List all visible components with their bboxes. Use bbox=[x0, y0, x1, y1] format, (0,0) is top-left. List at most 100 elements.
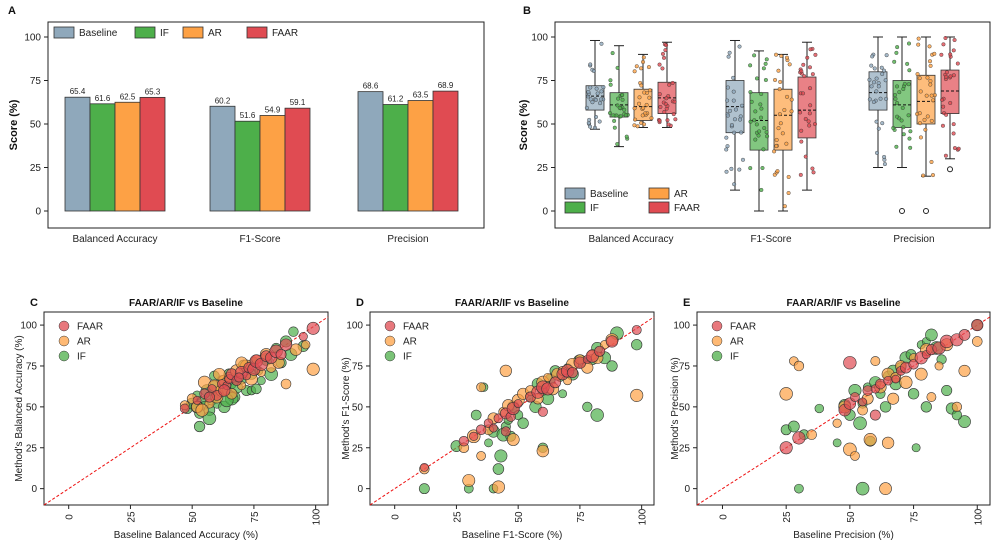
jitter-point bbox=[881, 68, 886, 73]
scatter-point bbox=[582, 401, 593, 412]
jitter-point bbox=[925, 114, 930, 119]
jitter-point bbox=[867, 77, 872, 82]
chart-title: FAAR/AR/IF vs Baseline bbox=[129, 298, 243, 309]
jitter-point bbox=[811, 170, 816, 175]
jitter-point bbox=[666, 122, 671, 127]
plot-frame bbox=[369, 311, 655, 506]
jitter-point bbox=[633, 117, 638, 122]
jitter-point bbox=[918, 89, 923, 94]
bar-value-label: 54.9 bbox=[265, 105, 281, 114]
jitter-point bbox=[867, 97, 872, 102]
jitter-point bbox=[662, 55, 667, 60]
jitter-point bbox=[871, 80, 876, 85]
jitter-point bbox=[761, 66, 766, 71]
jitter-point bbox=[869, 63, 874, 68]
scatter-point bbox=[489, 423, 498, 433]
scatter-point bbox=[855, 481, 870, 496]
scatter-point bbox=[306, 362, 320, 376]
jitter-point bbox=[924, 93, 929, 98]
scatter-point bbox=[462, 474, 476, 487]
scatter-point bbox=[891, 374, 901, 384]
jitter-point bbox=[939, 52, 944, 57]
jitter-point bbox=[810, 72, 815, 77]
y-tick-label: 50 bbox=[26, 402, 38, 413]
jitter-point bbox=[802, 74, 807, 79]
jitter-point bbox=[591, 69, 596, 74]
jitter-point bbox=[671, 112, 676, 117]
jitter-point bbox=[763, 78, 768, 83]
box bbox=[773, 88, 793, 151]
x-tick-label: 0 bbox=[65, 514, 76, 520]
jitter-point bbox=[907, 41, 912, 46]
jitter-point bbox=[908, 129, 913, 134]
jitter-point bbox=[895, 84, 900, 89]
jitter-point bbox=[905, 61, 910, 66]
jitter-point bbox=[758, 102, 763, 107]
jitter-point bbox=[895, 100, 900, 105]
jitter-point bbox=[778, 79, 783, 84]
jitter-point bbox=[637, 101, 642, 106]
scatter-point bbox=[879, 482, 892, 495]
jitter-point bbox=[584, 105, 589, 110]
jitter-point bbox=[782, 204, 787, 209]
jitter-point bbox=[732, 130, 737, 135]
jitter-point bbox=[810, 166, 815, 171]
y-tick-label: 0 bbox=[542, 207, 548, 218]
jitter-point bbox=[588, 124, 593, 129]
y-tick-label: 75 bbox=[26, 361, 38, 372]
box bbox=[797, 76, 817, 139]
scatter-point bbox=[484, 438, 493, 448]
scatter-point bbox=[899, 375, 913, 389]
jitter-point bbox=[801, 62, 806, 67]
jitter-point bbox=[891, 125, 896, 130]
jitter-point bbox=[776, 126, 781, 131]
jitter-point bbox=[941, 104, 946, 109]
scatter-point bbox=[476, 451, 486, 461]
jitter-point bbox=[588, 85, 593, 90]
jitter-point bbox=[754, 76, 759, 81]
scatter-point bbox=[500, 426, 511, 437]
jitter-point bbox=[876, 84, 881, 89]
legend-swatch bbox=[648, 201, 670, 214]
jitter-point bbox=[916, 42, 921, 47]
jitter-point bbox=[641, 105, 646, 110]
jitter-point bbox=[641, 122, 646, 127]
jitter-point bbox=[775, 169, 780, 174]
scatter-point bbox=[814, 403, 824, 414]
panel-c-axes: FAAR/AR/IF vs Baseline 0 25 50 75 100 0 25 50 75 1… bbox=[14, 298, 329, 541]
legend-marker bbox=[711, 320, 723, 332]
x-tick-label: 25 bbox=[452, 511, 463, 523]
jitter-point bbox=[880, 121, 885, 126]
jitter-point bbox=[874, 76, 879, 81]
jitter-point bbox=[608, 82, 613, 87]
jitter-point bbox=[608, 111, 613, 116]
bar bbox=[89, 103, 116, 212]
jitter-point bbox=[724, 169, 729, 174]
y-axis-title: Method's Balanced Accuracy (%) bbox=[14, 335, 25, 481]
x-axis-title: Baseline Precision (%) bbox=[793, 530, 894, 541]
jitter-point bbox=[798, 110, 803, 115]
y-tick-label: 25 bbox=[352, 443, 364, 454]
legend-label: Baseline bbox=[590, 189, 629, 200]
scatter-point bbox=[275, 349, 287, 360]
jitter-point bbox=[731, 98, 736, 103]
jitter-point bbox=[894, 50, 899, 55]
jitter-point bbox=[894, 144, 899, 149]
jitter-point bbox=[943, 36, 948, 41]
jitter-point bbox=[907, 68, 912, 73]
scatter-point bbox=[858, 397, 868, 407]
legend-label: IF bbox=[403, 352, 412, 363]
jitter-point bbox=[657, 118, 662, 123]
jitter-point bbox=[944, 74, 949, 79]
jitter-point bbox=[808, 86, 813, 91]
jitter-point bbox=[623, 113, 628, 118]
x-tick-label: Precision bbox=[387, 234, 428, 245]
jitter-point bbox=[869, 84, 874, 89]
legend-label: IF bbox=[730, 352, 739, 363]
bar bbox=[284, 107, 311, 212]
jitter-point bbox=[597, 119, 602, 124]
jitter-point bbox=[665, 118, 670, 123]
jitter-point bbox=[928, 82, 933, 87]
legend-marker bbox=[384, 350, 396, 362]
x-tick-label: Balanced Accuracy bbox=[72, 234, 157, 245]
